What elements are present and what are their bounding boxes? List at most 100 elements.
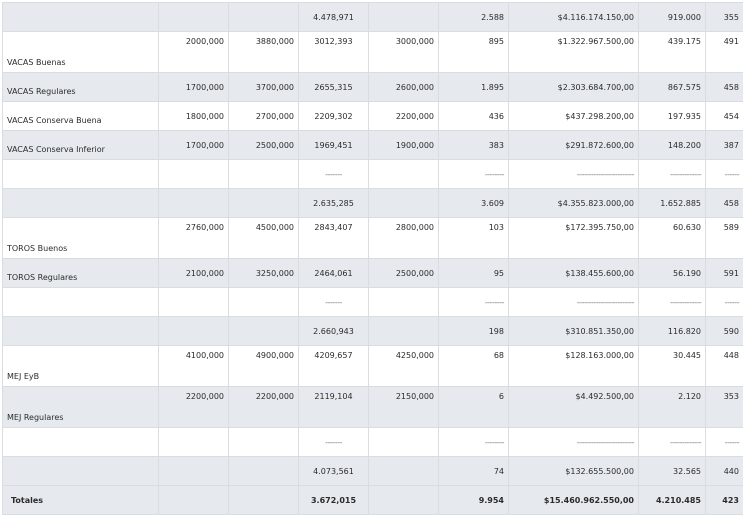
avg-weight-cell: 4.478,971 [299, 3, 369, 32]
mode-weight-cell: 2150,000 [369, 387, 439, 428]
price-cell: 387 [706, 131, 743, 160]
totals-mode-weight-cell [369, 486, 439, 515]
amount-cell: $4.355.823.000,00 [509, 189, 639, 218]
kilos-cell: 867.575 [639, 73, 706, 102]
category-cell [3, 3, 159, 32]
min-weight-cell: 1800,000 [159, 102, 229, 131]
amount-cell: $4.116.174.150,00 [509, 3, 639, 32]
amount-cell: ------------------------ [509, 160, 639, 189]
price-cell: 589 [706, 218, 743, 259]
mode-weight-cell: 2200,000 [369, 102, 439, 131]
kilos-cell: ------------- [639, 288, 706, 317]
max-weight-cell: 2200,000 [229, 387, 299, 428]
mode-weight-cell: 1900,000 [369, 131, 439, 160]
min-weight-cell [159, 457, 229, 486]
table-row: ----------------------------------------… [3, 288, 743, 317]
amount-cell: $291.872.600,00 [509, 131, 639, 160]
max-weight-cell: 3880,000 [229, 32, 299, 73]
totals-kilos-cell: 4.210.485 [639, 486, 706, 515]
head-count-cell: 895 [439, 32, 509, 73]
category-cell: TOROS Buenos [3, 218, 159, 259]
mode-weight-cell [369, 317, 439, 346]
max-weight-cell [229, 457, 299, 486]
price-cell: ------ [706, 428, 743, 457]
amount-cell: ------------------------ [509, 428, 639, 457]
avg-weight-cell: 1969,451 [299, 131, 369, 160]
min-weight-cell [159, 288, 229, 317]
max-weight-cell: 4500,000 [229, 218, 299, 259]
min-weight-cell: 2760,000 [159, 218, 229, 259]
amount-cell: $1.322.967.500,00 [509, 32, 639, 73]
totals-head-count-cell: 9.954 [439, 486, 509, 515]
min-weight-cell [159, 428, 229, 457]
mode-weight-cell: 4250,000 [369, 346, 439, 387]
head-count-cell: -------- [439, 160, 509, 189]
category-cell: TOROS Regulares [3, 259, 159, 288]
mode-weight-cell [369, 160, 439, 189]
mode-weight-cell [369, 189, 439, 218]
head-count-cell: 436 [439, 102, 509, 131]
head-count-cell: 383 [439, 131, 509, 160]
head-count-cell: 74 [439, 457, 509, 486]
category-cell [3, 189, 159, 218]
category-cell: VACAS Regulares [3, 73, 159, 102]
avg-weight-cell: 2209,302 [299, 102, 369, 131]
category-cell: VACAS Conserva Buena [3, 102, 159, 131]
mode-weight-cell [369, 428, 439, 457]
price-cell: 353 [706, 387, 743, 428]
avg-weight-cell: 3012,393 [299, 32, 369, 73]
avg-weight-cell: 2.635,285 [299, 189, 369, 218]
category-cell: VACAS Conserva Inferior [3, 131, 159, 160]
avg-weight-cell: ------- [299, 288, 369, 317]
amount-cell: $437.298.200,00 [509, 102, 639, 131]
price-cell: 590 [706, 317, 743, 346]
min-weight-cell [159, 160, 229, 189]
amount-cell: $138.455.600,00 [509, 259, 639, 288]
max-weight-cell [229, 428, 299, 457]
price-cell: 491 [706, 32, 743, 73]
kilos-cell: ------------- [639, 160, 706, 189]
kilos-cell: 148.200 [639, 131, 706, 160]
min-weight-cell: 4100,000 [159, 346, 229, 387]
category-cell: MEJ Regulares [3, 387, 159, 428]
kilos-cell: 60.630 [639, 218, 706, 259]
amount-cell: ------------------------ [509, 288, 639, 317]
head-count-cell: -------- [439, 288, 509, 317]
max-weight-cell: 2500,000 [229, 131, 299, 160]
totals-amount-cell: $15.460.962.550,00 [509, 486, 639, 515]
head-count-cell: 1.895 [439, 73, 509, 102]
mode-weight-cell: 2800,000 [369, 218, 439, 259]
max-weight-cell: 3700,000 [229, 73, 299, 102]
category-cell: VACAS Buenas [3, 32, 159, 73]
avg-weight-cell: ------- [299, 428, 369, 457]
head-count-cell: 68 [439, 346, 509, 387]
price-cell: 458 [706, 73, 743, 102]
avg-weight-cell: 2464,061 [299, 259, 369, 288]
amount-cell: $2.303.684.700,00 [509, 73, 639, 102]
kilos-cell: 30.445 [639, 346, 706, 387]
min-weight-cell: 1700,000 [159, 73, 229, 102]
max-weight-cell [229, 189, 299, 218]
category-cell: MEJ EyB [3, 346, 159, 387]
head-count-cell: 3.609 [439, 189, 509, 218]
kilos-cell: 116.820 [639, 317, 706, 346]
max-weight-cell: 2700,000 [229, 102, 299, 131]
price-cell: ------ [706, 288, 743, 317]
kilos-cell: 56.190 [639, 259, 706, 288]
max-weight-cell [229, 317, 299, 346]
kilos-cell: 919.000 [639, 3, 706, 32]
kilos-cell: 197.935 [639, 102, 706, 131]
max-weight-cell [229, 160, 299, 189]
totals-avg-weight-cell: 3.672,015 [299, 486, 369, 515]
max-weight-cell [229, 3, 299, 32]
